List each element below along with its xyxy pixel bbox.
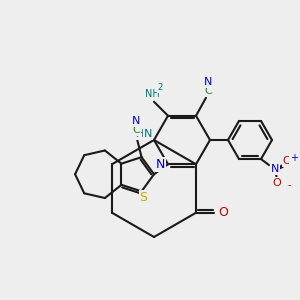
Text: -: -: [287, 180, 291, 190]
Text: +: +: [290, 153, 298, 163]
Text: N: N: [155, 158, 165, 171]
Text: O: O: [273, 178, 281, 188]
Text: NH: NH: [145, 89, 159, 99]
Text: O: O: [283, 156, 291, 166]
Text: 2: 2: [158, 83, 163, 92]
Text: S: S: [140, 191, 148, 204]
Text: O: O: [218, 206, 228, 219]
Text: N: N: [132, 116, 141, 126]
Text: C: C: [133, 125, 140, 135]
Text: N: N: [144, 129, 152, 139]
Text: N: N: [271, 164, 279, 174]
Text: H: H: [136, 129, 144, 139]
Text: C: C: [204, 86, 212, 96]
Text: N: N: [204, 77, 212, 87]
